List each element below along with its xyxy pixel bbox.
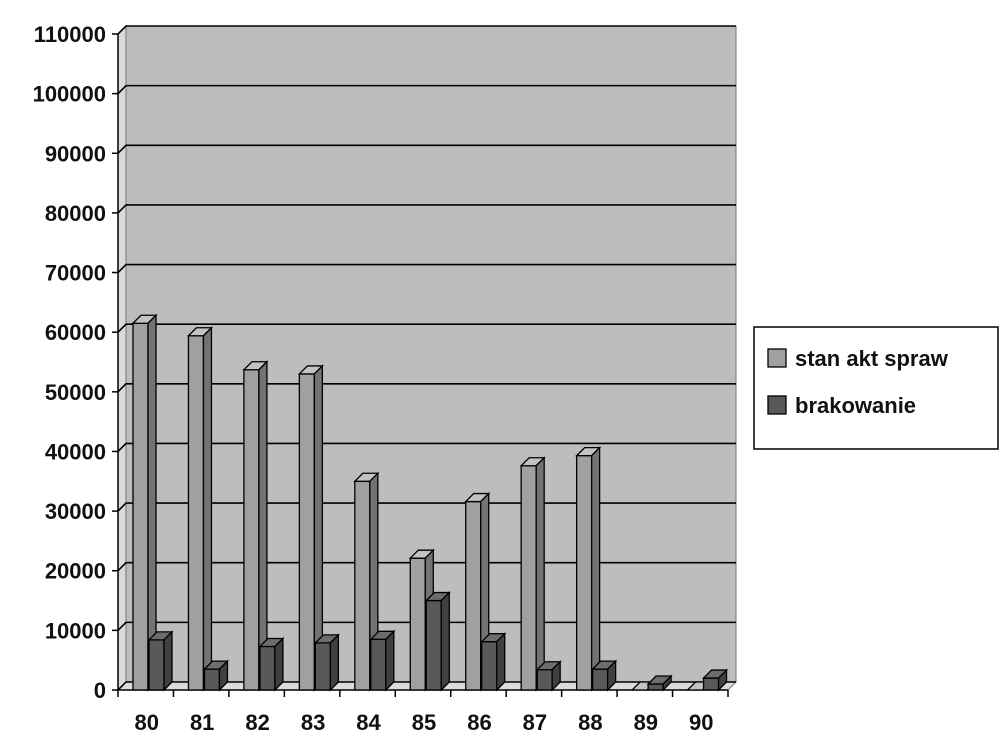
bar xyxy=(147,630,174,692)
bar xyxy=(186,326,214,692)
bar xyxy=(131,313,158,692)
x-tick-label: 82 xyxy=(245,710,269,735)
gridline xyxy=(117,25,736,35)
y-tick-label: 50000 xyxy=(45,380,106,405)
y-tick-label: 0 xyxy=(94,678,106,703)
gridline xyxy=(117,442,736,453)
y-axis: 0 10000 20000 30000 40000 50000 60000 70000 8000… xyxy=(33,22,119,703)
x-tick-label: 88 xyxy=(578,710,602,735)
bar xyxy=(369,629,396,692)
bar xyxy=(297,364,324,692)
legend-box xyxy=(753,326,999,450)
y-tick-label: 40000 xyxy=(45,439,106,464)
bar xyxy=(519,456,546,692)
gridline xyxy=(117,323,736,333)
legend-swatch xyxy=(767,395,787,415)
y-tick-label: 80000 xyxy=(45,201,106,226)
x-tick-label: 80 xyxy=(134,710,158,735)
bar xyxy=(424,590,451,692)
y-tick-label: 10000 xyxy=(45,618,106,643)
gridline xyxy=(117,204,736,214)
y-tick-label: 100000 xyxy=(33,82,106,107)
bar xyxy=(202,659,230,692)
plot-side-wall xyxy=(117,24,127,692)
gridline xyxy=(117,383,736,393)
x-tick-label: 86 xyxy=(467,710,491,735)
x-tick-label: 89 xyxy=(634,710,658,735)
legend-label: stan akt spraw xyxy=(795,346,949,371)
bar xyxy=(646,674,673,692)
x-tick-label: 90 xyxy=(689,710,713,735)
x-tick-label: 83 xyxy=(301,710,325,735)
bar xyxy=(313,633,340,692)
x-axis: 80 81 82 83 84 85 86 87 88 89 90 xyxy=(117,689,729,735)
gridline xyxy=(117,84,736,95)
gridline xyxy=(117,144,736,154)
bars xyxy=(131,313,729,692)
gridline xyxy=(117,263,736,274)
y-tick-label: 110000 xyxy=(34,22,106,47)
x-tick-label: 85 xyxy=(412,710,436,735)
bar xyxy=(591,659,618,692)
legend-swatch xyxy=(767,348,787,368)
y-tick-label: 30000 xyxy=(45,499,106,524)
x-tick-label: 87 xyxy=(523,710,547,735)
x-tick-label: 84 xyxy=(356,710,381,735)
bar xyxy=(480,632,507,692)
y-tick-label: 20000 xyxy=(45,559,106,584)
legend: stan akt spraw brakowanie xyxy=(753,326,999,450)
y-tick-label: 90000 xyxy=(45,141,106,166)
x-tick-label: 81 xyxy=(190,710,214,735)
bar xyxy=(701,668,729,692)
bar xyxy=(535,660,562,692)
legend-label: brakowanie xyxy=(795,393,916,418)
y-tick-label: 60000 xyxy=(45,320,106,345)
bar xyxy=(242,360,269,692)
y-tick-label: 70000 xyxy=(45,261,106,286)
bar xyxy=(575,446,602,692)
bar xyxy=(258,636,285,692)
